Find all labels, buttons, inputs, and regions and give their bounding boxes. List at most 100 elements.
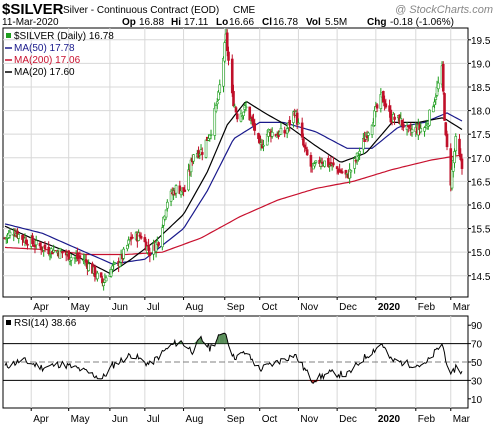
rsi-x-tick-label: Jul (147, 414, 160, 425)
price-y-tick-label: 18.0 (471, 107, 491, 118)
price-bar-body (434, 96, 438, 100)
volume-label: Vol (306, 17, 321, 28)
rsi-x-tick-label: Nov (300, 414, 318, 425)
price-bar-body (213, 107, 217, 136)
rsi-y-tick-label: 70 (471, 340, 483, 351)
price-bar-body (375, 104, 379, 109)
price-bar-body (345, 172, 349, 175)
legend-swatch (6, 33, 11, 38)
price-bar-body (218, 84, 222, 94)
price-bar-body (164, 209, 168, 218)
price-bar-body (410, 129, 414, 133)
price-y-tick-label: 17.5 (471, 130, 491, 141)
ma20-line (4, 101, 463, 275)
price-x-tick-label: Oct (262, 302, 278, 313)
price-bar-body (450, 169, 454, 189)
ma20-layer (4, 101, 463, 275)
price-bar-body (8, 231, 12, 236)
price-bar-body (148, 253, 152, 256)
price-bar-body (367, 132, 370, 136)
ma50-layer (4, 112, 463, 265)
price-bar-body (122, 248, 125, 259)
price-bar-body (128, 239, 132, 241)
price-bar-body (300, 122, 304, 138)
price-y-tick-label: 16.0 (471, 201, 491, 212)
price-bar-body (285, 128, 289, 134)
price-x-tick-label: Jun (112, 302, 128, 313)
change-value: -0.18 (-1.06%) (390, 17, 454, 28)
price-bar-body (453, 151, 456, 164)
price-bar-body (327, 158, 330, 167)
rsi-y-tick-label: 30 (471, 376, 483, 387)
price-bar-body (423, 127, 426, 132)
price-bar-body (460, 158, 464, 169)
price-bar-body (131, 236, 134, 239)
price-bar-body (408, 125, 411, 128)
price-bar-body (109, 269, 113, 277)
rsi-y-tick-label: 50 (471, 358, 483, 369)
price-y-tick-label: 18.5 (471, 83, 491, 94)
price-bar-body (458, 138, 461, 155)
price-bar-body (233, 105, 237, 108)
price-bar-body (357, 155, 360, 157)
price-x-tick-label: Nov (300, 302, 318, 313)
price-y-tick-label: 15.0 (471, 248, 491, 259)
price-bar-body (358, 150, 361, 155)
price-y-tick-label: 19.5 (471, 36, 491, 47)
price-bar-body (214, 105, 218, 112)
rsi-x-tick-label: Oct (262, 414, 278, 425)
price-bar-body (305, 149, 309, 156)
rsi-overbought-fill (219, 333, 224, 344)
price-bar-body (303, 144, 306, 148)
price-bar-body (428, 109, 431, 126)
price-y-axis: 19.5 19.0 18.5 18.0 17.5 17.0 16.5 16.0 15.5 15.0… (468, 36, 491, 283)
price-bar-body (69, 257, 73, 261)
price-bar-body (340, 171, 344, 174)
quote-strip: Op 16.88 Hi 17.11 Lo 16.66 Cl 16.78 Vol … (122, 17, 454, 28)
price-bar-body (279, 127, 283, 135)
price-bar-body (34, 240, 38, 246)
price-bar-body (384, 103, 388, 108)
rsi-panel-frame (2, 315, 469, 409)
rsi-x-tick-label: Aug (186, 414, 204, 425)
price-bar-body (393, 116, 396, 120)
symbol-title: $SILVER (2, 1, 64, 18)
price-y-tick-label: 15.5 (471, 225, 491, 236)
price-bar-body (197, 150, 200, 158)
price-bar-body (143, 237, 147, 243)
price-bar-body (24, 239, 28, 245)
ma200-layer (4, 154, 463, 256)
price-bar-body (365, 135, 369, 139)
price-bar-body (200, 152, 204, 155)
price-bar-body (445, 133, 449, 148)
price-bar-body (169, 190, 173, 202)
price-bar-body (332, 162, 335, 166)
price-bar-body (43, 244, 47, 250)
price-bar-body (335, 166, 339, 169)
price-bar-body (354, 159, 358, 162)
price-bar-body (157, 242, 160, 246)
price-bar-body (47, 246, 51, 254)
price-bar-body (313, 163, 316, 167)
high-value: 17.11 (184, 17, 209, 28)
quote-date: 11-Mar-2020 (2, 17, 59, 28)
price-bar-body (314, 160, 318, 163)
price-bar-body (232, 91, 235, 107)
price-bar-body (126, 245, 129, 250)
price-y-tick-label: 19.0 (471, 59, 491, 70)
price-bar-body (302, 138, 305, 146)
price-bar-body (48, 254, 52, 257)
price-bars (3, 29, 464, 291)
price-bar-body (441, 64, 445, 92)
rsi-line-layer (4, 332, 463, 384)
price-bar-body (444, 122, 448, 136)
price-bar-body (431, 106, 435, 113)
price-x-tick-label: Dec (339, 302, 357, 313)
price-bar-body (38, 243, 42, 247)
price-bar-body (270, 131, 274, 137)
volume-value: 5.5M (325, 17, 347, 28)
price-x-tick-label: Apr (33, 302, 49, 313)
rsi-x-tick-label: Dec (339, 414, 357, 425)
price-bar-body (174, 185, 178, 194)
rsi-overbought-fill (218, 334, 220, 344)
